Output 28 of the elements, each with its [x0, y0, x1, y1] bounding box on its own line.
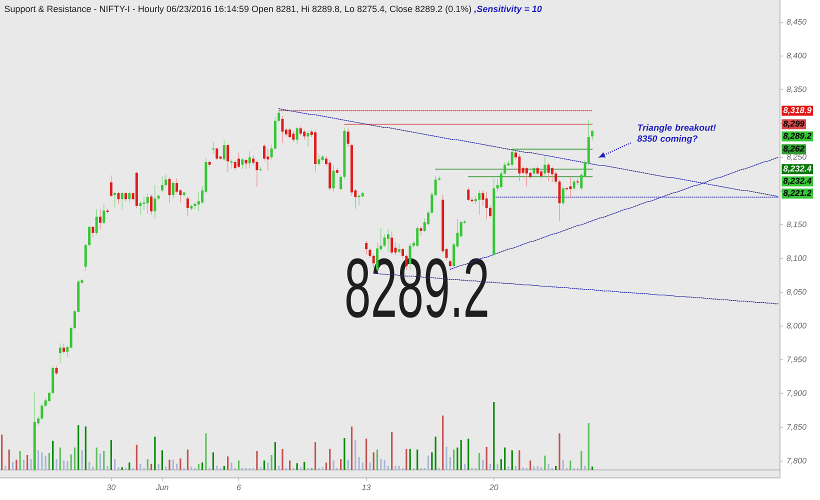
text: 8,221.2 [783, 190, 812, 198]
x-tick-label: Jun [156, 484, 168, 490]
text: Support & Resistance - NIFTY-I - Hourly 06/23/2016 16:14:59 Open 8281, Hi 8289.8, Lo 8275.4, Close 8289.2 (0.1%) [4, 5, 472, 14]
y-tick-label: 7,900 [787, 390, 806, 397]
x-tick-label: 30 [106, 484, 116, 490]
y-tick-label: 8,350 [786, 86, 806, 94]
annotation: 8,232.4 [783, 166, 812, 173]
annotation: Triangle breakout! 8350 coming? [637, 124, 716, 144]
y-tick-label: 8,100 [786, 255, 806, 262]
x-tick-label: 6 [236, 484, 241, 490]
annotation: 8,318.9 [783, 107, 812, 114]
y-tick-label: 7,950 [787, 356, 806, 364]
annotation: 8,262 [783, 146, 804, 153]
annotation: 8,299 [783, 120, 804, 128]
text: 8,289.2 [783, 132, 812, 140]
x-tick-label: 20 [489, 484, 498, 490]
x-tick-label: 13 [362, 484, 371, 490]
text: ,Sensitivity = 10 [474, 5, 542, 14]
annotation: 8289.2 [346, 258, 488, 318]
y-tick-label: 8,400 [786, 52, 806, 60]
y-tick-label: 7,800 [787, 458, 806, 464]
y-tick-label: 8,000 [786, 322, 806, 330]
text: 8,232.4 [783, 178, 812, 186]
y-tick-label: 7,850 [787, 424, 806, 431]
y-tick-label: 8,450 [786, 18, 806, 26]
y-tick-label: 8,150 [786, 222, 806, 228]
y-tick-label: 8,050 [786, 289, 806, 296]
y-tick-label: 8,250 [786, 154, 806, 161]
